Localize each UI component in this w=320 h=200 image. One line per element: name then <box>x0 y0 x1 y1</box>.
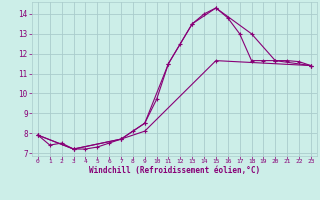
X-axis label: Windchill (Refroidissement éolien,°C): Windchill (Refroidissement éolien,°C) <box>89 166 260 175</box>
